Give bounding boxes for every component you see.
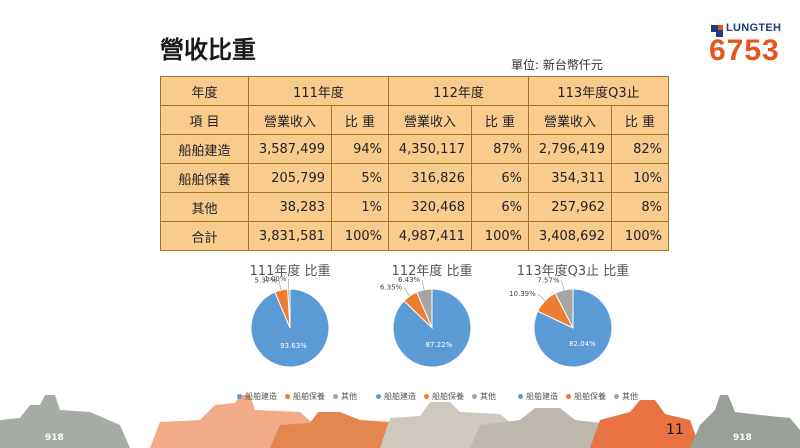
legend-label: 其他 bbox=[341, 392, 357, 401]
brand-name: LUNGTEH bbox=[726, 22, 782, 34]
pie-leader-line bbox=[561, 280, 565, 291]
pie-leader-line bbox=[278, 280, 282, 291]
pie-title-111: 111年度 比重 bbox=[249, 264, 331, 279]
stock-code: 6753 bbox=[709, 34, 780, 67]
legend-label: 船舶建造 bbox=[245, 392, 277, 401]
table-total-row: 合計 3,831,581 100% 4,987,411 100% 3,408,6… bbox=[160, 221, 669, 251]
pie-data-label: 7.57% bbox=[537, 276, 560, 284]
year-header-113: 113年度Q3止 bbox=[528, 76, 669, 106]
legend-label: 船舶保養 bbox=[293, 392, 325, 401]
ship-silhouette bbox=[0, 395, 130, 448]
table-cell: 87% bbox=[471, 134, 529, 164]
legend-label: 船舶建造 bbox=[384, 392, 416, 401]
hull-number-right: 918 bbox=[733, 433, 752, 443]
table-row: 船舶建造 3,587,499 94% 4,350,117 87% 2,796,4… bbox=[160, 134, 669, 164]
pie-data-label: 6.35% bbox=[380, 284, 403, 292]
table-cell: 94% bbox=[331, 134, 389, 164]
legend-111: 船舶建造 船舶保養 其他 bbox=[237, 391, 357, 402]
legend-swatch-building bbox=[518, 394, 523, 399]
legend-item: 其他 bbox=[472, 391, 496, 402]
legend-item: 船舶保養 bbox=[424, 391, 464, 402]
pie-slice-building bbox=[533, 288, 613, 368]
legend-item: 船舶保養 bbox=[285, 391, 325, 402]
item-header: 項 目 bbox=[160, 105, 249, 135]
legend-swatch-other bbox=[333, 394, 338, 399]
legend-swatch-building bbox=[237, 394, 242, 399]
legend-swatch-other bbox=[472, 394, 477, 399]
pie-data-label: 5.37% bbox=[255, 276, 278, 284]
row-label: 船舶建造 bbox=[160, 134, 249, 164]
year-header: 年度 bbox=[160, 76, 249, 106]
legend-swatch-maintenance bbox=[285, 394, 290, 399]
table-cell: 100% bbox=[331, 221, 389, 251]
table-cell: 4,350,117 bbox=[388, 134, 472, 164]
unit-note: 單位: 新台幣仟元 bbox=[511, 58, 603, 72]
share-header: 比 重 bbox=[471, 105, 529, 135]
ships-decoration bbox=[0, 395, 800, 448]
legend-112: 船舶建造 船舶保養 其他 bbox=[376, 391, 496, 402]
legend-item: 船舶建造 bbox=[237, 391, 277, 402]
share-header: 比 重 bbox=[331, 105, 389, 135]
pie-data-label: 87.22% bbox=[426, 341, 453, 349]
table-cell: 100% bbox=[611, 221, 669, 251]
table-cell: 3,408,692 bbox=[528, 221, 612, 251]
legend-swatch-building bbox=[376, 394, 381, 399]
table-cell: 38,283 bbox=[248, 192, 332, 222]
pie-title-112: 112年度 比重 bbox=[391, 264, 473, 279]
year-header-112: 112年度 bbox=[388, 76, 529, 106]
ship-silhouette bbox=[590, 400, 700, 448]
table-row: 船舶保養 205,799 5% 316,826 6% 354,311 10% bbox=[160, 163, 669, 193]
table-cell: 100% bbox=[471, 221, 529, 251]
legend-label: 其他 bbox=[480, 392, 496, 401]
pie-data-label: 93.63% bbox=[280, 342, 307, 350]
legend-item: 船舶保養 bbox=[566, 391, 606, 402]
hull-number-left: 918 bbox=[45, 433, 64, 443]
ship-silhouette bbox=[470, 408, 620, 448]
legend-113: 船舶建造 船舶保養 其他 bbox=[518, 391, 638, 402]
table-cell: 4,987,411 bbox=[388, 221, 472, 251]
legend-item: 其他 bbox=[614, 391, 638, 402]
page-title: 營收比重 bbox=[160, 36, 256, 64]
pie-title-113: 113年度Q3止 比重 bbox=[516, 264, 630, 279]
revenue-table: 年度 111年度 112年度 113年度Q3止 項 目 營業收入 比 重 營業收… bbox=[160, 76, 669, 251]
table-cell: 8% bbox=[611, 192, 669, 222]
share-header: 比 重 bbox=[611, 105, 669, 135]
table-cell: 82% bbox=[611, 134, 669, 164]
pie-data-label: 6.43% bbox=[398, 276, 421, 284]
pie-slice-building bbox=[250, 288, 330, 368]
table-cell: 205,799 bbox=[248, 163, 332, 193]
pie-leader-line bbox=[403, 287, 411, 297]
ship-silhouette bbox=[690, 395, 800, 448]
logo-mark-icon bbox=[711, 22, 723, 37]
pie-data-label: 82.04% bbox=[569, 340, 596, 348]
legend-item: 其他 bbox=[333, 391, 357, 402]
table-cell: 320,468 bbox=[388, 192, 472, 222]
table-header-row: 年度 111年度 112年度 113年度Q3止 bbox=[160, 76, 669, 106]
legend-label: 其他 bbox=[622, 392, 638, 401]
pie-data-label: 1.00% bbox=[264, 275, 287, 283]
legend-swatch-other bbox=[614, 394, 619, 399]
legend-label: 船舶保養 bbox=[574, 392, 606, 401]
legend-item: 船舶建造 bbox=[518, 391, 558, 402]
legend-swatch-maintenance bbox=[424, 394, 429, 399]
table-cell: 5% bbox=[331, 163, 389, 193]
revenue-header: 營業收入 bbox=[388, 105, 472, 135]
legend-item: 船舶建造 bbox=[376, 391, 416, 402]
legend-swatch-maintenance bbox=[566, 394, 571, 399]
row-label: 其他 bbox=[160, 192, 249, 222]
pie-leader-line bbox=[421, 279, 425, 290]
pie-leader-line bbox=[537, 293, 546, 302]
pie-slice-building bbox=[392, 288, 472, 368]
ship-silhouette bbox=[270, 412, 400, 448]
page-number: 11 bbox=[666, 422, 684, 438]
table-subheader-row: 項 目 營業收入 比 重 營業收入 比 重 營業收入 比 重 bbox=[160, 105, 669, 135]
pie-data-label: 10.39% bbox=[509, 290, 536, 298]
legend-label: 船舶保養 bbox=[432, 392, 464, 401]
table-cell: 10% bbox=[611, 163, 669, 193]
legend-label: 船舶建造 bbox=[526, 392, 558, 401]
company-logo: LUNGTEH bbox=[711, 22, 782, 37]
row-label: 合計 bbox=[160, 221, 249, 251]
revenue-header: 營業收入 bbox=[528, 105, 612, 135]
